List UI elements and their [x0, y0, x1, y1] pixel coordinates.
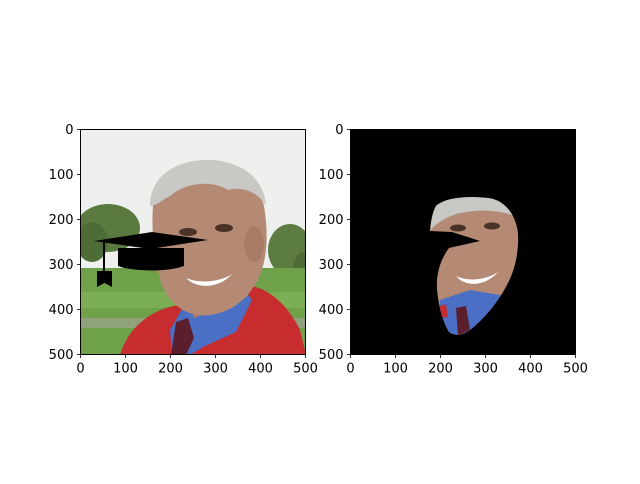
eye-left: [179, 228, 197, 236]
hair: [150, 160, 266, 206]
ear: [244, 226, 264, 262]
left-y-tick-label: 300: [49, 258, 74, 273]
right-y-tick-label: 300: [319, 258, 344, 273]
right-y-tick-label: 500: [319, 348, 344, 363]
left-y-tick-label: 400: [49, 303, 74, 318]
left-y-tick-label: 100: [49, 168, 74, 183]
right-y-tick-label: 400: [319, 303, 344, 318]
right-y-tick-label: 0: [335, 123, 343, 138]
right-x-tick-label: 100: [383, 362, 408, 377]
right-x-tick-label: 400: [518, 362, 543, 377]
tie: [171, 318, 194, 355]
left-x-tick-label: 400: [248, 362, 273, 377]
tree-left-2: [80, 222, 108, 262]
right-x-tick-label: 300: [473, 362, 498, 377]
left-x-tick-label: 100: [113, 362, 138, 377]
mouth: [186, 274, 232, 286]
right-x-tick-label: 200: [428, 362, 453, 377]
left-x-tick-label: 200: [158, 362, 183, 377]
axes-frame-left: [80, 129, 306, 355]
right-y-tick-label: 200: [319, 213, 344, 228]
graduation-cap-icon: [94, 232, 208, 287]
right-x-tick-label: 0: [346, 362, 354, 377]
left-y-tick-label: 0: [65, 123, 73, 138]
left-x-tick-label: 0: [76, 362, 84, 377]
right-y-tick-label: 100: [319, 168, 344, 183]
eye-right: [215, 224, 233, 232]
left-y-tick-label: 200: [49, 213, 74, 228]
face: [152, 166, 267, 316]
left-x-tick-label: 300: [203, 362, 228, 377]
axes-frame-right: [350, 129, 576, 355]
left-y-tick-label: 500: [49, 348, 74, 363]
right-x-tick-label: 500: [563, 362, 588, 377]
left-x-tick-label: 500: [293, 362, 318, 377]
